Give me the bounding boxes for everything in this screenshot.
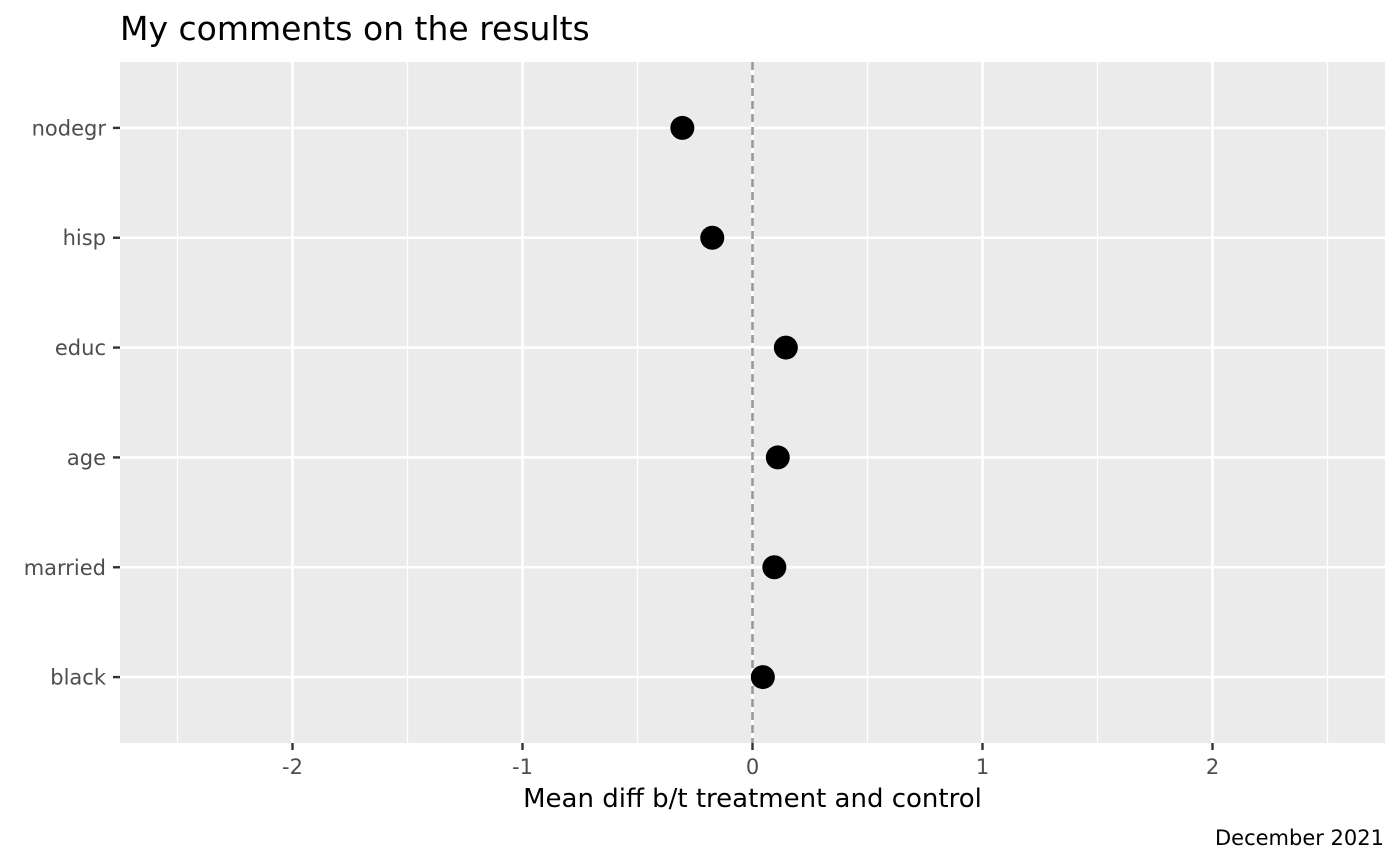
y-tick-label: nodegr: [32, 116, 107, 140]
x-tick-label: 2: [1206, 755, 1219, 779]
y-tick-label: married: [24, 556, 106, 580]
data-point-black: [750, 665, 775, 690]
chart-title: My comments on the results: [120, 9, 590, 48]
x-axis-title: Mean diff b/t treatment and control: [523, 784, 982, 814]
y-axis: nodegr hisp educ age married black: [24, 116, 120, 690]
minor-gridlines: [176, 62, 1329, 743]
x-tick-label: 1: [976, 755, 989, 779]
y-tick-label: age: [67, 446, 106, 470]
x-tick-label: -2: [282, 755, 303, 779]
y-tick-label: educ: [55, 336, 106, 360]
data-point-married: [762, 555, 787, 580]
y-tick-label: black: [50, 666, 107, 690]
y-tick-label: hisp: [63, 226, 106, 250]
data-point-age: [765, 445, 790, 470]
x-tick-label: -1: [512, 755, 533, 779]
data-point-nodegr: [670, 115, 695, 140]
x-tick-label: 0: [746, 755, 759, 779]
data-point-hisp: [700, 225, 725, 250]
x-axis: -2 -1 0 1 2: [282, 743, 1219, 779]
data-points: [670, 115, 798, 690]
caption: December 2021: [1215, 826, 1384, 850]
data-point-educ: [773, 335, 798, 360]
